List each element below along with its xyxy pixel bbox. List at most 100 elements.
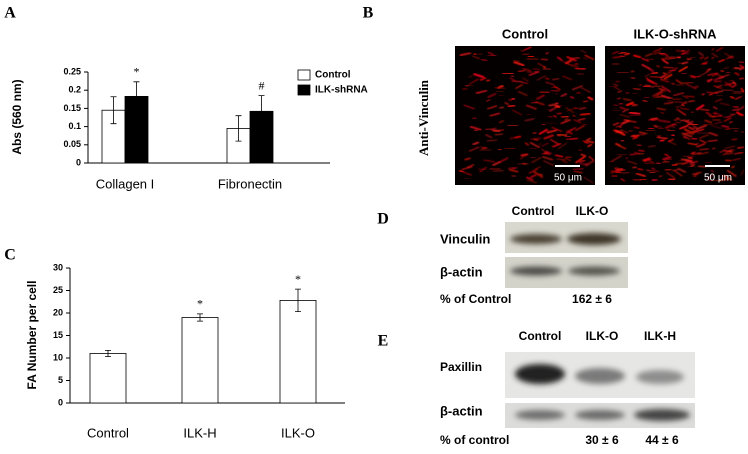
fiber <box>573 119 582 124</box>
fiber <box>478 168 487 171</box>
fiber <box>504 101 510 105</box>
fiber <box>636 143 642 147</box>
panel-label: D <box>377 211 389 228</box>
fiber <box>726 169 737 178</box>
fiber <box>632 134 639 140</box>
fiber <box>656 161 661 165</box>
fiber <box>630 76 636 80</box>
fiber <box>688 99 695 103</box>
fiber <box>587 143 593 148</box>
fiber <box>667 100 677 104</box>
fiber <box>522 52 530 56</box>
fiber <box>732 91 742 95</box>
fiber <box>683 155 695 158</box>
fiber <box>541 142 549 147</box>
fiber <box>715 98 723 103</box>
quant-value: 44 ± 6 <box>645 433 679 447</box>
fiber <box>677 109 687 116</box>
fiber <box>685 95 695 98</box>
fiber <box>704 118 713 124</box>
quant-label: % of control <box>440 433 509 447</box>
fiber <box>697 51 705 57</box>
fiber <box>509 135 519 140</box>
fiber <box>632 87 641 91</box>
fiber <box>466 163 475 169</box>
fiber <box>722 148 733 156</box>
fiber <box>631 103 638 108</box>
fiber <box>485 133 493 139</box>
fiber <box>706 91 718 95</box>
y-tick-label: 0 <box>76 157 81 167</box>
fiber <box>731 137 738 141</box>
fiber <box>524 117 535 123</box>
fiber <box>630 69 635 74</box>
fiber <box>479 146 488 149</box>
micrograph-texture <box>458 46 745 184</box>
fiber <box>569 95 575 100</box>
fiber <box>564 129 573 136</box>
fiber <box>565 107 575 114</box>
fiber <box>459 51 472 57</box>
fiber <box>638 83 642 87</box>
fiber <box>653 51 661 55</box>
fiber <box>638 149 645 153</box>
fiber <box>614 143 627 150</box>
fiber <box>618 125 623 129</box>
fiber <box>712 105 718 111</box>
fiber <box>635 172 646 178</box>
fiber <box>656 107 667 112</box>
y-tick-label: 0.2 <box>68 85 81 95</box>
fiber <box>490 127 497 131</box>
fiber <box>525 176 534 182</box>
fiber <box>656 64 660 68</box>
y-tick-label: 0.15 <box>63 103 81 113</box>
fiber <box>664 53 669 57</box>
error-bar <box>133 81 140 112</box>
fiber <box>530 173 537 179</box>
fiber <box>540 57 549 61</box>
fiber <box>719 150 724 154</box>
fiber <box>682 100 688 105</box>
y-tick-label: 0 <box>58 397 63 407</box>
fiber <box>485 99 491 102</box>
fiber <box>675 79 683 85</box>
annotation: * <box>197 297 203 311</box>
fiber <box>681 132 693 138</box>
fiber <box>499 156 509 163</box>
fiber <box>734 71 740 77</box>
row-label: Paxillin <box>440 360 482 374</box>
fiber <box>479 76 487 82</box>
fiber <box>532 170 544 179</box>
fiber <box>487 105 498 110</box>
fiber <box>528 168 538 174</box>
fiber <box>549 138 559 145</box>
fiber <box>740 106 745 111</box>
fiber <box>693 85 699 89</box>
fiber <box>620 178 626 182</box>
fiber <box>641 63 651 70</box>
fiber <box>644 73 651 78</box>
fiber <box>572 167 584 171</box>
fiber <box>704 56 709 60</box>
legend-swatch <box>297 69 311 81</box>
fiber <box>706 174 714 180</box>
fiber <box>543 160 555 167</box>
fiber <box>680 107 690 111</box>
fiber <box>492 129 501 133</box>
fiber <box>615 80 620 83</box>
fiber <box>660 137 668 141</box>
fiber <box>643 157 651 163</box>
fiber <box>647 159 655 165</box>
fiber <box>498 119 505 124</box>
fiber <box>511 79 523 83</box>
fiber <box>573 107 579 110</box>
fiber <box>699 148 709 151</box>
fiber <box>707 72 719 76</box>
fiber <box>620 139 625 143</box>
fiber <box>472 52 477 56</box>
x-tick-label: Collagen I <box>96 176 155 191</box>
fiber <box>468 146 480 152</box>
fiber <box>625 156 629 160</box>
fiber <box>582 100 589 103</box>
fiber <box>543 133 555 140</box>
